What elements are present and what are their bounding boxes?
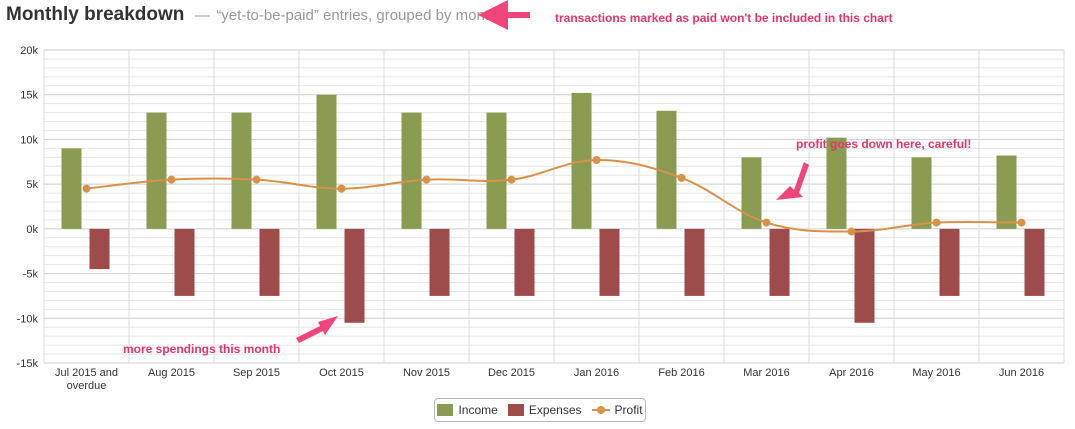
x-tick-label: Apr 2016 [829,367,874,379]
profit-point [932,218,941,227]
income-bar [401,112,422,229]
x-tick-label: Nov 2015 [403,367,450,379]
expenses-bar [1024,228,1045,296]
x-tick-label: Dec 2015 [488,367,535,379]
arrow-icon [488,5,530,25]
annotation-profit-text: profit goes down here, careful! [796,137,971,151]
profit-point [422,175,431,184]
expenses-bar [514,228,535,296]
chart-grid [43,49,1065,364]
profit-point [762,218,771,227]
arrow-icon [296,316,338,343]
annotation-profit-note: profit goes down here, careful! [776,137,971,200]
x-tick-label: Mar 2016 [743,367,789,379]
expenses-bar [174,228,195,296]
expenses-bar [89,228,110,270]
chart-title: Monthly breakdown [6,4,185,25]
expenses-bar [599,228,620,296]
x-tick-label: Aug 2015 [148,367,195,379]
legend-income[interactable]: Income [437,403,498,417]
title-separator: — [194,7,210,24]
expenses-bar [344,228,365,323]
chart-header: Monthly breakdown — “yet-to-be-paid” ent… [6,4,497,30]
profit-point [847,227,856,236]
chart-legend: Income Expenses Profit [434,398,646,422]
profit-point [1017,218,1026,227]
chart-subtitle: “yet-to-be-paid” entries, grouped by mon… [216,7,498,24]
y-tick-label: -10k [17,313,39,325]
income-bar [826,137,847,229]
expenses-bar [259,228,280,296]
y-tick-label: 5k [26,179,38,191]
profit-point [592,155,601,164]
annotation-paid-note: transactions marked as paid won't be inc… [478,0,893,30]
arrow-icon [776,162,809,200]
profit-point [507,175,516,184]
x-tick-label: Jan 2016 [574,367,619,379]
legend-income-swatch [437,404,454,416]
income-bar [316,94,337,229]
income-bar [656,110,677,229]
profit-point [252,175,261,184]
income-bar [231,112,252,229]
income-bar [486,112,507,229]
legend-expenses[interactable]: Expenses [507,403,582,417]
chart-axes: -15k -10k -5k 0k 5k 10k 15k 20k Jul 2015 and over… [17,45,1045,392]
profit-line [86,158,1022,233]
x-tick-label: Sep 2015 [233,367,280,379]
legend-profit[interactable]: Profit [591,403,643,417]
y-tick-label: 0k [26,224,38,236]
income-bar [911,157,932,229]
income-bar [741,157,762,229]
legend-income-label: Income [458,403,498,417]
legend-expenses-swatch [507,404,524,416]
x-tick-label: Oct 2015 [319,367,364,379]
y-tick-label: 20k [20,45,38,57]
expenses-bar [684,228,705,296]
expenses-bar [769,228,790,296]
expenses-bar [939,228,960,296]
chart-bars [61,92,1045,323]
profit-point [677,173,686,182]
y-tick-label: 10k [20,134,38,146]
y-tick-label: -5k [23,269,39,281]
x-tick-label: Jun 2016 [999,367,1044,379]
income-bar [996,155,1017,229]
annotation-paid-text: transactions marked as paid won't be inc… [555,11,893,25]
x-tick-label: Feb 2016 [658,367,704,379]
income-bar [61,148,82,229]
annotation-spending-text: more spendings this month [123,342,280,356]
legend-expenses-label: Expenses [528,403,582,417]
profit-point [167,175,176,184]
annotation-spending-note: more spendings this month [123,316,338,356]
legend-profit-label: Profit [614,403,643,417]
expenses-bar [854,228,875,323]
expenses-bar [429,228,450,296]
profit-point [337,184,346,193]
legend-profit-swatch [591,406,610,414]
income-bar [146,112,167,229]
profit-point [82,184,91,193]
y-tick-label: -15k [17,358,39,370]
profit-line-layer [82,155,1026,236]
x-tick-label: Jul 2015 and overdue [55,367,118,392]
x-tick-label: May 2016 [912,367,960,379]
y-tick-label: 15k [20,90,38,102]
